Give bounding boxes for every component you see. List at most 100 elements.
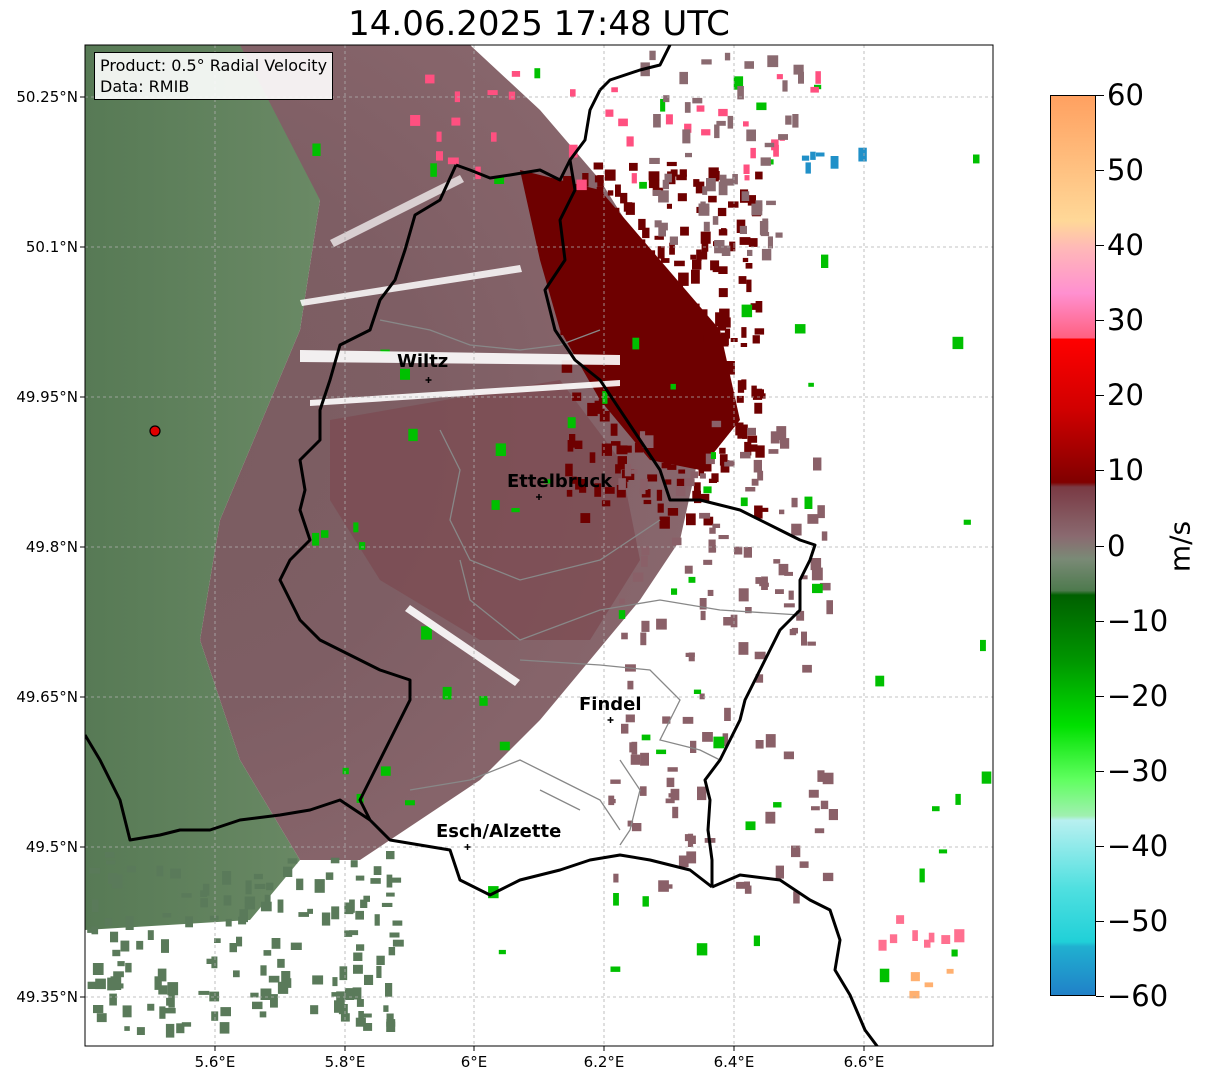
echo-gate [628,299,636,308]
echo-gate [755,577,761,584]
echo-gate [260,901,272,912]
echo-gate [185,916,193,928]
source-label: Data: RMIB [100,77,190,96]
echo-gate [669,242,675,255]
echo-gate [112,949,121,957]
echo-gate [321,912,331,926]
echo-gate [695,319,703,331]
echo-gate [641,734,651,741]
echo-gate [761,248,772,261]
echo-gate [640,632,647,646]
colorbar-tick-label: 40 [1107,228,1144,263]
echo-speckles [87,50,992,1038]
echo-gate [765,811,776,824]
echo-gate [649,343,659,351]
echo-gate [701,241,709,252]
echo-gate [209,991,220,1002]
echo-gate [296,878,304,891]
echo-gate [718,266,728,274]
colorbar-gradient [1050,95,1096,996]
echo-gate [644,250,656,263]
echo-gate [654,235,664,240]
echo-gate [638,218,646,230]
echo-gate [91,926,99,935]
echo-gate [820,800,829,810]
echo-gate [613,873,619,883]
echo-gate [723,617,732,626]
canton-borders [379,319,801,846]
echo-gate [662,716,671,724]
echo-gate [813,457,822,471]
echo-gate [108,873,118,884]
echo-gate [400,368,410,380]
echo-gate [569,283,580,290]
echo-gate [624,464,632,477]
echo-gate [690,254,697,260]
city-label-esch: Esch/Alzette [436,821,562,842]
echo-gate [981,771,992,784]
echo-gate [718,535,729,540]
colorbar-tick-label: −20 [1107,678,1169,713]
echo-gate [310,1005,319,1015]
echo-gate [755,445,765,458]
echo-gate [388,947,396,956]
echo-gate [663,884,673,889]
echo-gate [229,943,237,953]
echo-gate [775,232,783,238]
echo-gate [744,885,752,894]
echo-gate [703,206,710,212]
echo-gate [344,988,355,1000]
echo-gate [110,976,122,990]
echo-gate [644,313,651,319]
echo-gate [822,772,834,785]
echo-gate [695,181,705,194]
x-tick-label: 6.2°E [583,1053,625,1071]
echo-gate [430,163,437,177]
echo-gate [268,975,280,983]
echo-gate [161,939,169,953]
echo-gate [649,157,660,164]
echo-gate [682,716,694,724]
echo-gate [259,1011,267,1018]
echo-gate [724,52,731,61]
echo-gate [817,770,825,782]
echo-gate [641,546,650,556]
echo-gate [755,301,763,313]
echo-gate [376,965,382,978]
echo-gate [748,238,758,247]
echo-gate [170,868,181,879]
echo-gate [117,961,125,967]
echo-gate [924,939,931,948]
echo-gate [697,786,707,801]
echo-gate [692,259,702,270]
echo-gate [498,949,506,955]
echo-gate [605,109,614,117]
echo-gate [699,693,705,700]
echo-gate [708,539,716,553]
echo-gate [233,970,240,978]
echo-gate [719,174,727,185]
echo-gate [690,740,697,753]
echo-gate [799,861,809,868]
echo-gate [773,559,781,564]
echo-gate [973,154,980,164]
echo-gate [644,389,655,398]
echo-gate [626,136,634,147]
colorbar-tick-mark [1096,395,1104,397]
echo-gate [773,144,779,157]
echo-gate [807,641,816,646]
echo-gate [608,284,617,294]
colorbar-tick-mark [1096,920,1104,922]
echo-gate [946,968,954,974]
echo-gate [676,293,685,303]
echo-gate [680,226,689,236]
echo-gate [652,189,661,196]
echo-gate [631,741,638,755]
echo-gate [711,473,719,483]
echo-gate [733,76,744,90]
echo-gate [360,899,368,908]
echo-gate [159,1006,166,1019]
echo-gate [938,849,948,854]
echo-gate [599,411,610,422]
echo-gate [621,632,628,640]
